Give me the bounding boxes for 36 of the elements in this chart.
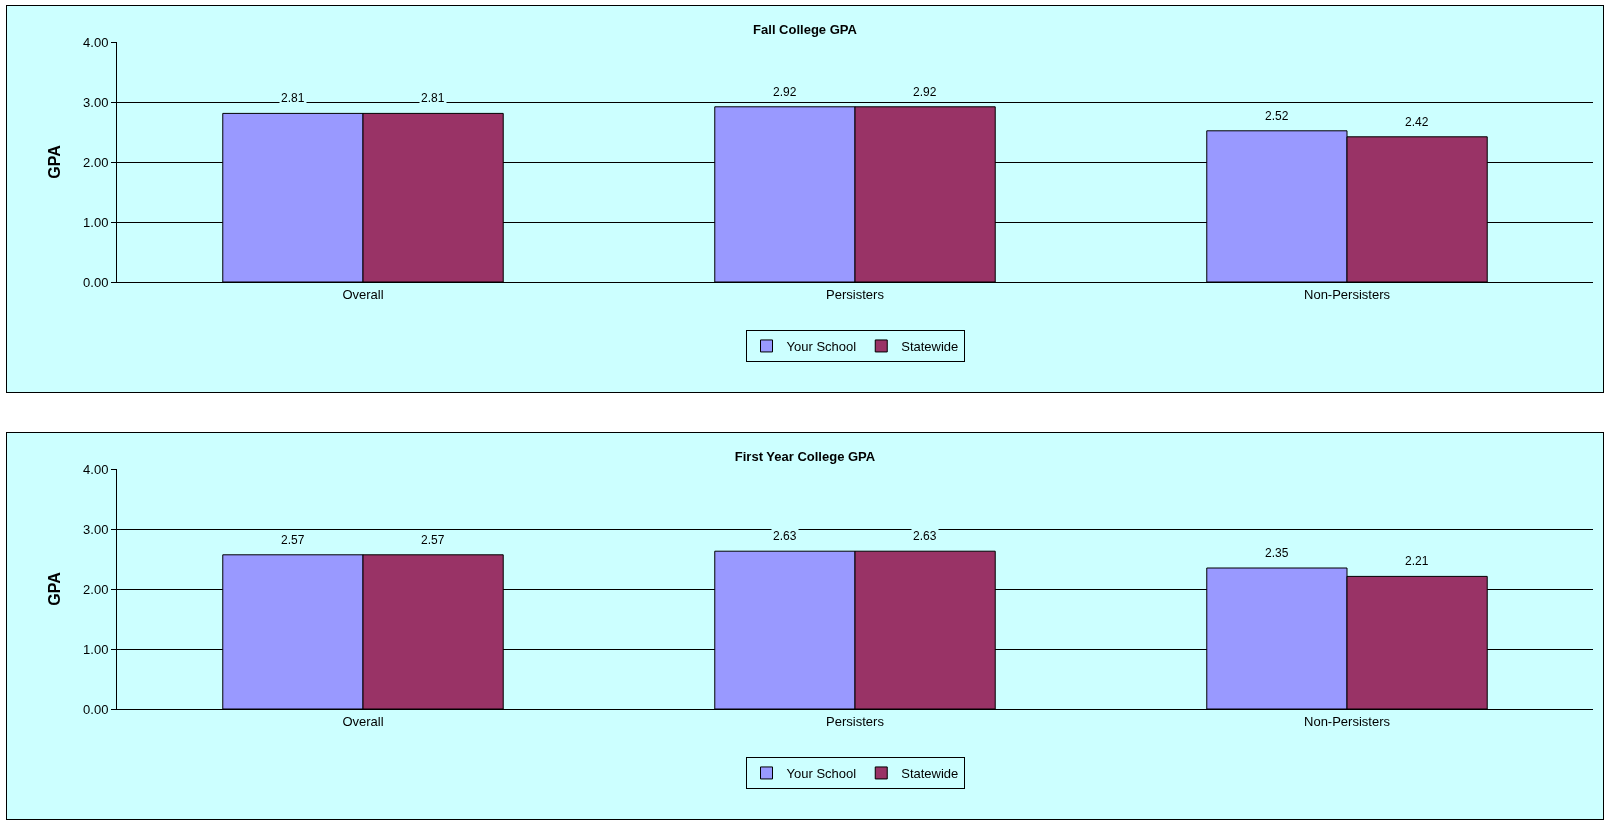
y-tick-label: 0.00 xyxy=(83,701,109,717)
data-label: 2.92 xyxy=(913,85,937,99)
data-label: 2.21 xyxy=(1405,554,1429,568)
x-tick-label: Overall xyxy=(342,286,384,302)
data-label: 2.57 xyxy=(421,533,445,547)
y-tick-label: 0.00 xyxy=(83,274,109,290)
y-tick-label: 2.00 xyxy=(83,154,109,170)
y-tick-label: 1.00 xyxy=(83,214,109,230)
y-tick-label: 3.00 xyxy=(83,94,109,110)
x-tick-label: Persisters xyxy=(826,713,885,729)
chart-title: First Year College GPA xyxy=(734,449,876,465)
data-label: 2.52 xyxy=(1265,109,1289,123)
y-tick-label: 3.00 xyxy=(83,521,109,537)
x-tick-label: Non-Persisters xyxy=(1304,713,1391,729)
data-label: 2.63 xyxy=(773,529,797,543)
y-axis-title: GPA xyxy=(45,571,63,606)
data-label: 2.92 xyxy=(773,85,797,99)
legend-label: Your School xyxy=(786,766,857,782)
legend-label: Statewide xyxy=(901,766,959,782)
data-label: 2.81 xyxy=(281,91,305,105)
data-label: 2.35 xyxy=(1265,546,1289,560)
data-label: 2.42 xyxy=(1405,115,1429,129)
data-label: 2.81 xyxy=(421,91,445,105)
x-tick-label: Overall xyxy=(342,713,384,729)
x-tick-label: Persisters xyxy=(826,286,885,302)
y-tick-label: 1.00 xyxy=(83,641,109,657)
y-tick-label: 4.00 xyxy=(83,34,109,50)
y-tick-label: 2.00 xyxy=(83,581,109,597)
y-axis-title: GPA xyxy=(45,144,63,179)
y-tick-label: 4.00 xyxy=(83,461,109,477)
x-tick-label: Non-Persisters xyxy=(1304,286,1391,302)
legend-label: Your School xyxy=(786,339,857,355)
chart-title: Fall College GPA xyxy=(753,22,858,38)
data-label: 2.63 xyxy=(913,529,937,543)
legend-label: Statewide xyxy=(901,339,959,355)
data-label: 2.57 xyxy=(281,533,305,547)
